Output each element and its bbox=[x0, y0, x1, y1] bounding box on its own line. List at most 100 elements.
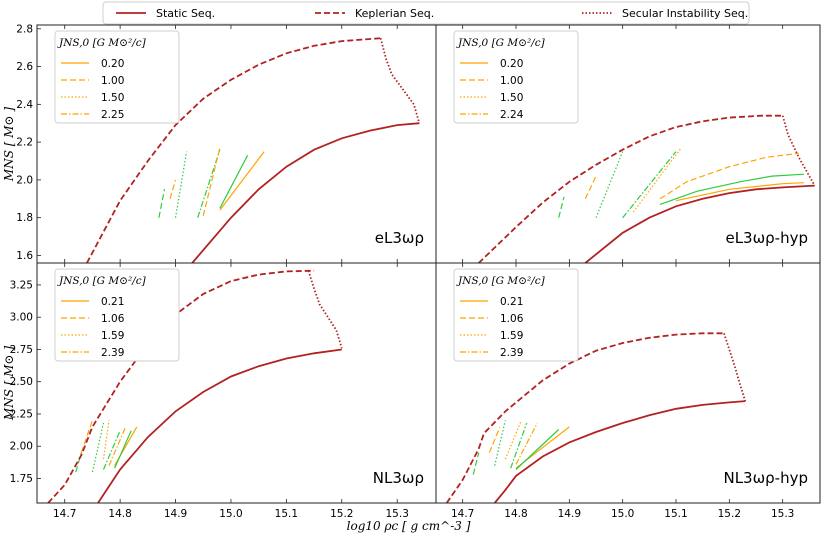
rotating-config-line bbox=[595, 151, 624, 218]
static-sequence bbox=[494, 400, 746, 503]
y-axis-label-bottom: MNS [ M⊙ ] bbox=[2, 346, 16, 421]
x-tick-label: 15.1 bbox=[664, 508, 687, 520]
j-legend-value: 2.24 bbox=[500, 109, 524, 121]
top-legend-label: Static Seq. bbox=[156, 7, 215, 20]
rotating-config-line bbox=[515, 422, 538, 465]
rotating-config-line bbox=[659, 152, 799, 200]
y-tick-label: 3.00 bbox=[10, 312, 33, 324]
plot-area bbox=[478, 114, 816, 263]
rotating-config-line bbox=[219, 151, 265, 211]
panel-label: eL3ωρ bbox=[375, 229, 424, 247]
panel-bl: 14.7 14.8 14.9 15.0 15.1 15.2 15.3 1.75 2.00 2.25… bbox=[10, 262, 437, 520]
panel-label: eL3ωρ-hyp bbox=[725, 229, 808, 247]
x-tick-label: 14.8 bbox=[504, 508, 527, 520]
rotating-config-line bbox=[622, 151, 677, 219]
rotating-config-line bbox=[659, 173, 805, 205]
secular-instability-sequence bbox=[723, 333, 747, 402]
rotating-config-line bbox=[472, 452, 480, 475]
top-legend-frame bbox=[102, 1, 750, 25]
static-sequence bbox=[584, 184, 815, 263]
y-tick-label: 1.75 bbox=[10, 473, 33, 485]
j-legend-title: JNS,0 [G M⊙²/c] bbox=[456, 37, 546, 49]
rotating-config-line bbox=[174, 151, 188, 218]
rotating-config-line bbox=[488, 426, 501, 453]
rotating-config-line bbox=[515, 429, 560, 470]
j-legend-frame bbox=[453, 268, 579, 362]
j-legend-value: 1.06 bbox=[500, 313, 524, 325]
rotating-config-line bbox=[219, 155, 249, 209]
rotating-config-line bbox=[108, 426, 127, 466]
plot-area bbox=[86, 37, 421, 263]
rotating-config-line bbox=[504, 420, 522, 460]
j-legend-value: 1.00 bbox=[101, 75, 124, 87]
rotating-config-line bbox=[80, 420, 93, 453]
x-tick-label: 14.7 bbox=[451, 508, 474, 520]
j-legend-frame bbox=[453, 30, 579, 124]
j-legend-title: JNS,0 [G M⊙²/c] bbox=[57, 275, 147, 287]
rotating-config-line bbox=[632, 147, 682, 213]
j-legend: JNS,0 [G M⊙²/c] 0.21 1.06 1.59 2.39 bbox=[54, 268, 180, 362]
y-tick-label: 2.8 bbox=[16, 23, 33, 35]
plot-area bbox=[445, 332, 747, 503]
keplerian-sequence bbox=[478, 114, 783, 263]
j-legend: JNS,0 [G M⊙²/c] 0.20 1.00 1.50 2.25 bbox=[54, 30, 180, 124]
j-legend-value: 1.00 bbox=[500, 75, 523, 87]
rotating-config-line bbox=[102, 430, 121, 470]
secular-instability-sequence bbox=[307, 270, 343, 349]
panel-br: 14.7 14.8 14.9 15.0 15.1 15.2 15.3 NL3ωρ-hyp JNS… bbox=[435, 262, 821, 520]
j-legend-frame bbox=[54, 268, 180, 362]
y-tick-label: 2.50 bbox=[10, 376, 33, 388]
j-legend-value: 1.50 bbox=[101, 92, 124, 104]
x-axis-label: log10 ρc [ g cm^-3 ] bbox=[347, 519, 471, 533]
y-tick-label: 2.6 bbox=[16, 61, 33, 73]
j-legend-value: 0.20 bbox=[101, 58, 124, 70]
j-legend-value: 0.20 bbox=[500, 58, 523, 70]
rotating-config-line bbox=[202, 147, 221, 216]
x-tick-label: 15.2 bbox=[330, 508, 353, 520]
j-legend-title: JNS,0 [G M⊙²/c] bbox=[456, 275, 546, 287]
y-tick-label: 1.8 bbox=[16, 212, 33, 224]
panel-label: NL3ωρ bbox=[373, 469, 424, 487]
y-tick-label: 2.25 bbox=[10, 408, 33, 420]
rotating-config-line bbox=[558, 196, 565, 218]
x-tick-label: 15.3 bbox=[771, 508, 794, 520]
x-tick-label: 15.1 bbox=[275, 508, 298, 520]
x-tick-label: 14.9 bbox=[164, 508, 187, 520]
rotating-config-line bbox=[169, 179, 177, 199]
top-legend-label: Secular Instability Seq. bbox=[622, 7, 748, 20]
rotating-config-line bbox=[494, 420, 506, 466]
panel-frame bbox=[435, 262, 821, 504]
top-legend: Static Seq. Keplerian Seq. Secular Instabi… bbox=[102, 1, 750, 25]
x-tick-label: 15.0 bbox=[219, 508, 242, 520]
rotating-config-line bbox=[584, 175, 597, 200]
j-legend-value: 0.21 bbox=[101, 296, 124, 308]
j-legend-value: 1.06 bbox=[101, 313, 125, 325]
x-tick-label: 14.8 bbox=[108, 508, 131, 520]
rotating-config-line bbox=[114, 430, 132, 469]
y-tick-label: 1.6 bbox=[16, 250, 33, 262]
j-legend: JNS,0 [G M⊙²/c] 0.20 1.00 1.50 2.24 bbox=[453, 30, 579, 124]
top-legend-label: Keplerian Seq. bbox=[355, 7, 434, 20]
rotating-config-line bbox=[158, 189, 166, 218]
secular-instability-sequence bbox=[379, 37, 421, 124]
y-tick-label: 2.0 bbox=[16, 174, 33, 186]
keplerian-sequence bbox=[86, 37, 381, 263]
panel-tr: eL3ωρ-hyp JNS,0 [G M⊙²/c] 0.20 1.00 1.50 2.24 bbox=[435, 24, 821, 264]
rotating-config-line bbox=[102, 420, 110, 460]
static-sequence bbox=[97, 348, 342, 503]
j-legend-value: 2.25 bbox=[101, 109, 124, 121]
j-legend-value: 2.39 bbox=[101, 347, 124, 359]
y-tick-label: 2.2 bbox=[16, 137, 33, 149]
j-legend-value: 0.21 bbox=[500, 296, 523, 308]
static-sequence bbox=[191, 122, 420, 263]
j-legend-frame bbox=[54, 30, 180, 124]
x-tick-label: 14.9 bbox=[558, 508, 581, 520]
x-tick-label: 14.7 bbox=[53, 508, 76, 520]
x-tick-label: 15.2 bbox=[718, 508, 741, 520]
y-axis-label-top: MNS [ M⊙ ] bbox=[2, 107, 16, 182]
panel-tl: 1.6 1.8 2.0 2.2 2.4 2.6 2.8 eL3ωρ JNS,0 [G M⊙²/c… bbox=[16, 23, 437, 264]
y-tick-label: 2.00 bbox=[10, 441, 33, 453]
x-tick-label: 15.0 bbox=[611, 508, 634, 520]
panel-label: NL3ωρ-hyp bbox=[723, 469, 808, 487]
